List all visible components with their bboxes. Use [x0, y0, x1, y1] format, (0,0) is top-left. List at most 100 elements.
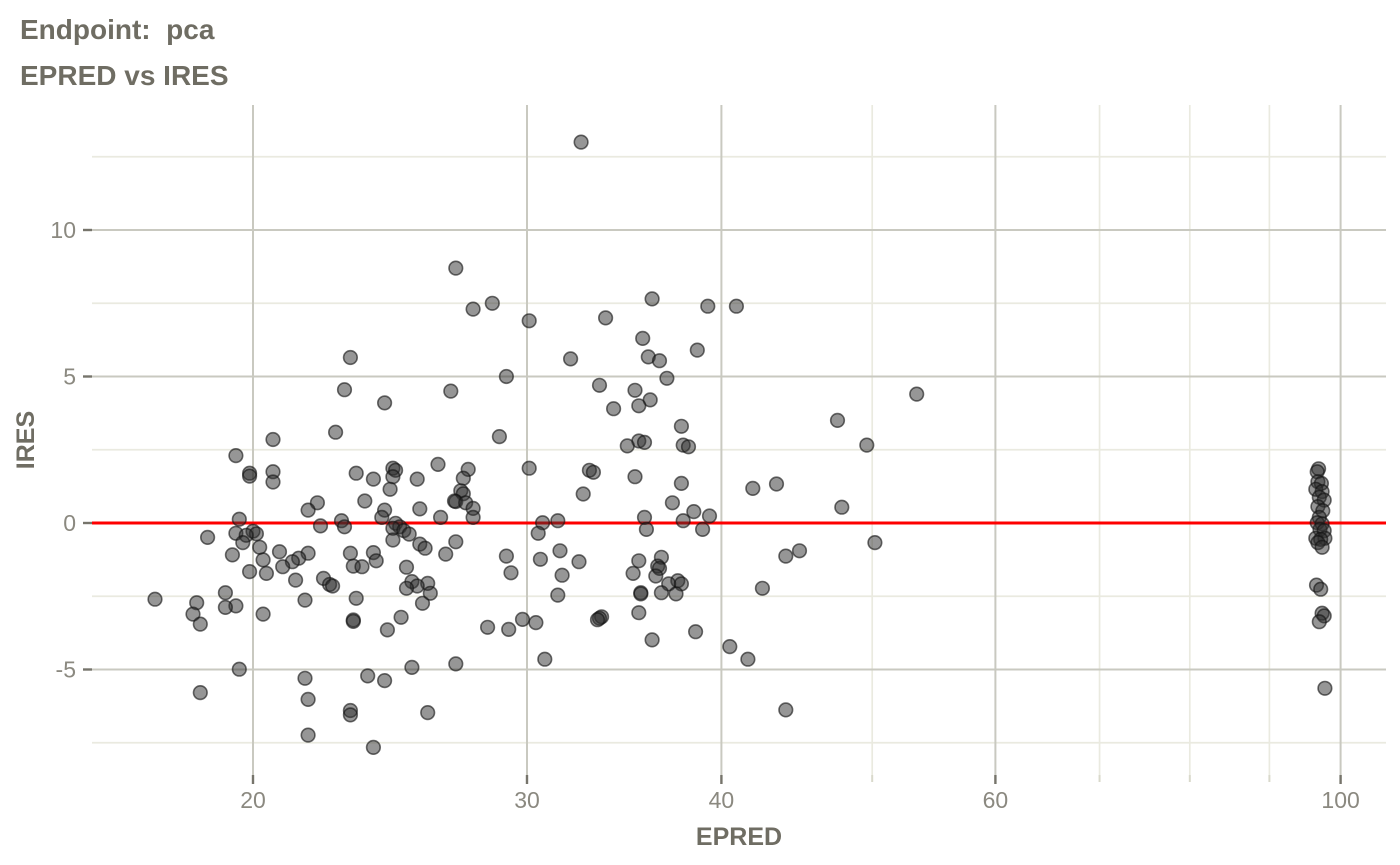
data-point [258, 565, 275, 582]
data-point [348, 590, 364, 606]
major-gridlines [92, 105, 1386, 775]
data-point [484, 295, 500, 311]
data-point [1313, 581, 1329, 597]
data-point [573, 134, 589, 150]
data-point [686, 504, 702, 520]
data-point [668, 586, 684, 602]
data-point [659, 370, 675, 386]
data-point [328, 424, 344, 440]
data-point [631, 605, 647, 621]
data-point [514, 611, 531, 628]
data-point [242, 563, 258, 580]
data-point [859, 437, 875, 453]
data-point [417, 540, 433, 556]
axis-tick-marks [83, 228, 1342, 784]
data-point [377, 672, 393, 689]
data-point [271, 544, 288, 560]
data-point [368, 553, 384, 569]
data-point [675, 513, 691, 529]
data-point [297, 670, 313, 686]
data-point [689, 342, 705, 358]
data-point [422, 585, 438, 601]
data-point [242, 468, 258, 484]
data-point [680, 439, 697, 455]
data-point [288, 572, 304, 588]
data-point [631, 553, 647, 569]
data-point [255, 606, 271, 622]
data-point [480, 619, 496, 635]
data-point [357, 493, 373, 509]
data-point [550, 513, 566, 529]
data-point [754, 580, 771, 596]
data-point [200, 529, 216, 546]
data-point [673, 475, 690, 492]
data-point [336, 382, 353, 398]
data-point [401, 526, 417, 542]
data-point [300, 691, 316, 708]
data-point [528, 614, 544, 631]
data-point [571, 554, 587, 570]
data-point [648, 568, 664, 584]
data-point [619, 438, 635, 454]
data-point [275, 559, 291, 575]
data-point [867, 534, 883, 551]
data-point [673, 418, 690, 434]
data-point [217, 585, 233, 601]
data-point [635, 330, 651, 347]
data-point [694, 521, 711, 538]
data-point [687, 624, 704, 640]
data-point [379, 622, 396, 638]
data-point [255, 552, 271, 568]
data-point [644, 632, 660, 648]
y-axis-tick-labels: 10 5 0 -5 [50, 217, 76, 683]
data-point [701, 508, 718, 524]
data-point [552, 543, 568, 559]
data-point [433, 509, 449, 526]
data-point [325, 578, 341, 594]
data-point [342, 349, 359, 366]
data-point [498, 368, 515, 385]
data-point [491, 429, 508, 445]
data-point [550, 587, 566, 603]
x-tick-label: 100 [1321, 787, 1359, 813]
data-point [438, 546, 454, 562]
data-point [465, 301, 481, 317]
data-point [625, 565, 641, 582]
x-axis-tick-labels: 20 30 40 60 100 [240, 787, 1360, 813]
data-point [455, 470, 471, 486]
data-point [448, 534, 464, 550]
data-point [530, 525, 546, 541]
data-point [778, 702, 794, 718]
data-point [345, 613, 361, 630]
data-point [834, 499, 850, 515]
data-point [443, 383, 459, 399]
data-point [228, 448, 244, 464]
data-point [147, 591, 163, 607]
x-tick-label: 40 [709, 787, 735, 813]
data-point [638, 521, 655, 538]
data-point [597, 310, 614, 326]
data-point [224, 547, 240, 563]
data-point [501, 621, 517, 638]
plot-subtitle: EPRED vs IRES [20, 60, 229, 91]
data-point [300, 727, 316, 743]
data-point [591, 377, 608, 393]
data-point [728, 298, 745, 314]
data-point [393, 609, 409, 625]
data-point [778, 548, 794, 564]
data-point [385, 532, 401, 548]
data-point [300, 502, 316, 518]
data-point [521, 313, 537, 329]
data-point [664, 495, 681, 511]
data-point [231, 661, 247, 677]
data-point [700, 298, 716, 314]
data-point [554, 567, 570, 583]
data-point [336, 519, 353, 535]
data-point [633, 586, 649, 602]
data-point [909, 386, 925, 402]
y-tick-label: 0 [63, 510, 76, 536]
data-point [231, 511, 247, 527]
data-point [217, 599, 233, 616]
data-point [585, 464, 602, 480]
